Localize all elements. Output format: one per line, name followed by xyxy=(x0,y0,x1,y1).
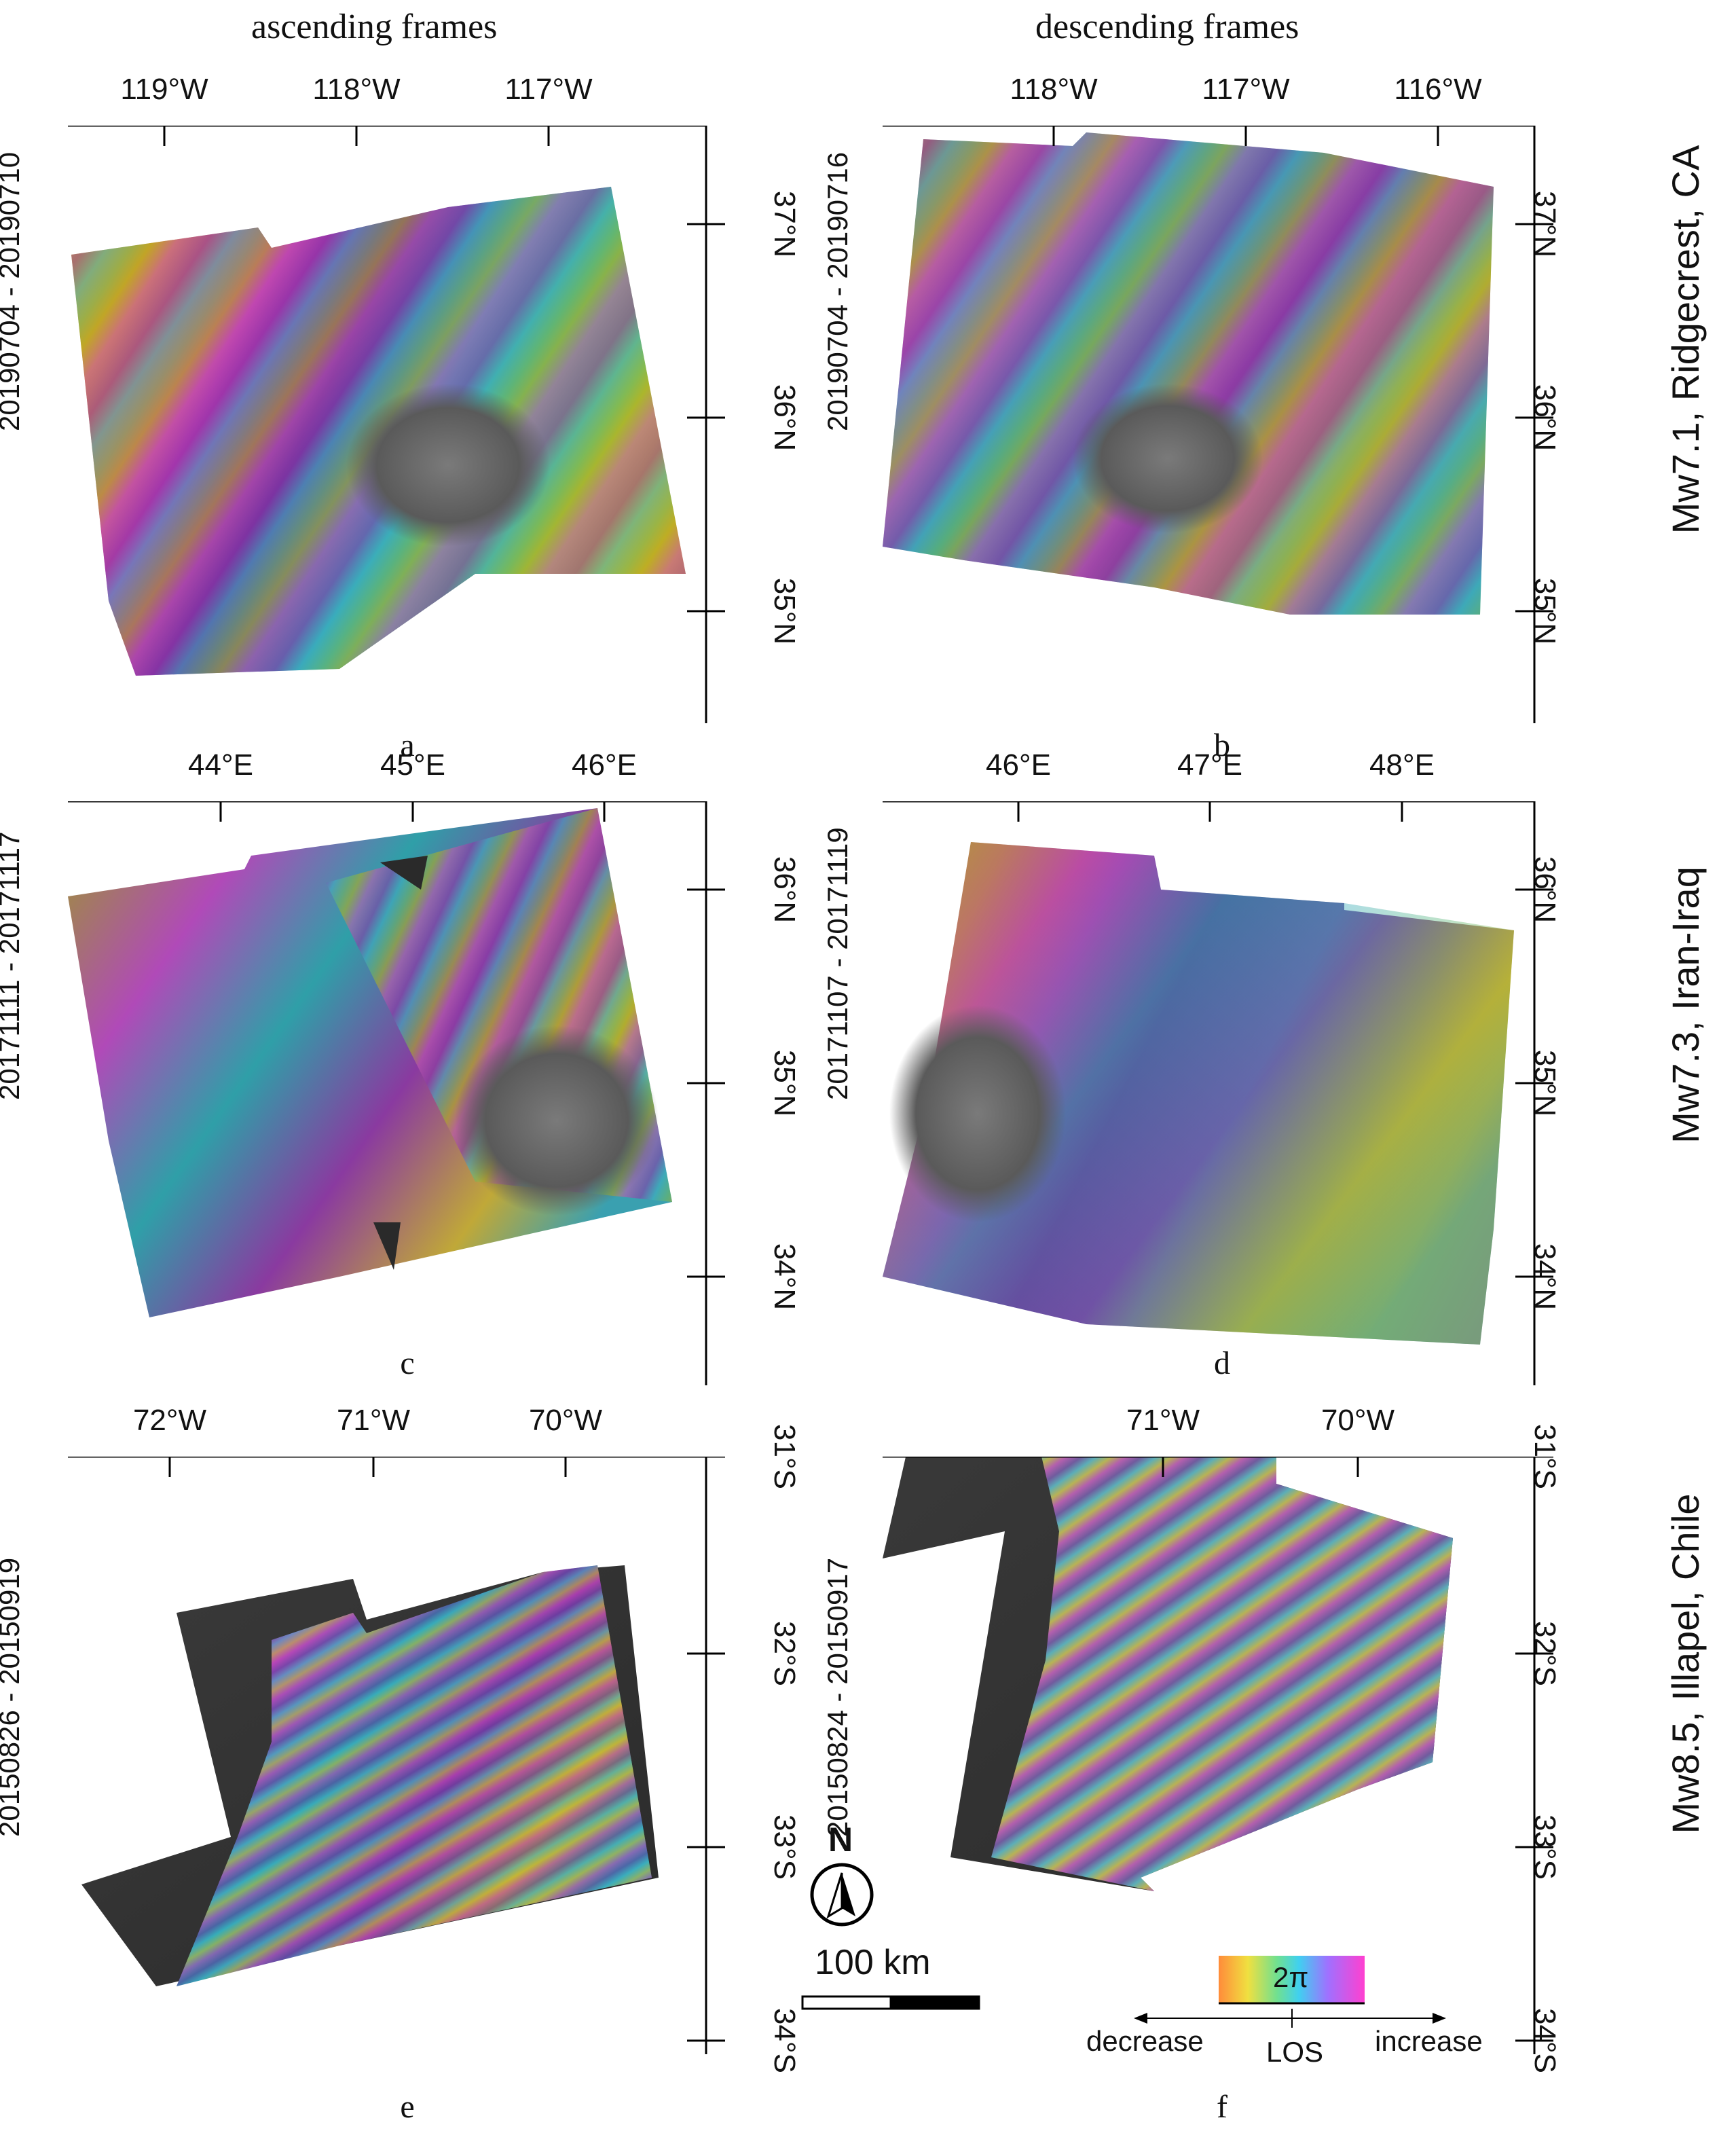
interferogram-d xyxy=(883,842,1514,1345)
lat-label: 37°N xyxy=(1528,190,1562,258)
lon-label: 119°W xyxy=(120,73,208,106)
lon-label: 71°W xyxy=(336,1404,411,1437)
column-title-ascending: ascending frames xyxy=(251,7,498,46)
lon-label: 70°W xyxy=(1321,1404,1395,1437)
panel-letter-e: e xyxy=(400,2089,415,2125)
lat-label: 35°N xyxy=(1528,577,1562,645)
lat-label: 35°N xyxy=(768,1049,801,1117)
interferogram-a xyxy=(71,187,686,676)
map-frame-f xyxy=(883,1457,1553,2054)
panel-letter-b: b xyxy=(1214,727,1230,763)
lon-label: 45°E xyxy=(380,748,445,782)
lat-label: 32°S xyxy=(1528,1621,1562,1686)
panel-b: 118°W 117°W 116°W 37°N 36°N 35°N 2019070… xyxy=(821,73,1562,763)
legend-cycle-label: 2π xyxy=(1273,1961,1309,1993)
date-range-b: 20190704 - 20190716 xyxy=(821,151,853,431)
panel-e: 72°W 71°W 70°W 31°S 32°S 33°S 34°S 20150… xyxy=(0,1404,801,2136)
lat-label: 32°S xyxy=(768,1621,801,1686)
interferogram-c xyxy=(68,808,672,1317)
phase-legend: 2π decrease increase LOS xyxy=(1086,1956,1507,2071)
date-range-f: 20150824 - 20150917 xyxy=(821,1557,853,1837)
panel-letter-c: c xyxy=(400,1345,415,1381)
map-frame-b xyxy=(883,126,1553,723)
scale-bar-label: 100 km xyxy=(815,1943,931,1982)
north-label: N xyxy=(828,1821,853,1859)
map-frame-e xyxy=(68,1457,725,2054)
lat-label: 34°S xyxy=(768,2008,801,2073)
lon-label: 116°W xyxy=(1394,73,1482,106)
interferogram-e xyxy=(81,1565,659,1986)
event-label-illapel: Mw8.5, Illapel, Chile xyxy=(1664,1493,1707,1834)
lon-label: 71°W xyxy=(1126,1404,1200,1437)
column-title-descending: descending frames xyxy=(1035,7,1299,46)
map-frame-d xyxy=(883,801,1553,1385)
lat-label: 36°N xyxy=(768,384,801,452)
phase-colorbar xyxy=(1134,1956,1446,2028)
map-frame-a xyxy=(68,126,725,723)
lon-label: 72°W xyxy=(132,1404,207,1437)
date-range-e: 20150826 - 20150919 xyxy=(0,1557,25,1837)
lon-label: 46°E xyxy=(572,748,637,782)
panel-letter-a: a xyxy=(400,727,415,763)
lat-label: 31°S xyxy=(768,1424,801,1489)
panel-d: 46°E 47°E 48°E 36°N 35°N 34°N 20171107 -… xyxy=(821,748,1562,1399)
panel-letter-d: d xyxy=(1214,1345,1230,1381)
scale-bar-graphic xyxy=(801,1995,980,2010)
lat-label: 37°N xyxy=(768,190,801,258)
lat-label: 33°S xyxy=(768,1814,801,1880)
lat-label: 34°N xyxy=(768,1243,801,1311)
legend-decrease-label: decrease xyxy=(1086,2025,1204,2057)
event-label-ridgecrest: Mw7.1, Ridgecrest, CA xyxy=(1664,145,1707,534)
date-range-a: 20190704 - 20190710 xyxy=(0,151,25,431)
lat-label: 36°N xyxy=(1528,856,1562,924)
north-arrow: N xyxy=(808,1820,883,1942)
lat-label: 36°N xyxy=(1528,384,1562,452)
lat-label: 35°N xyxy=(768,577,801,645)
lat-label: 33°S xyxy=(1528,1814,1562,1880)
lon-label: 117°W xyxy=(504,73,593,106)
lat-label: 36°N xyxy=(768,856,801,924)
panel-a: 119°W 118°W 117°W 37°N 36°N 35°N 2019070… xyxy=(0,73,801,763)
lon-label: 47°E xyxy=(1177,748,1242,782)
panel-letter-f: f xyxy=(1217,2089,1227,2125)
date-range-d: 20171107 - 20171119 xyxy=(821,827,853,1100)
lon-label: 118°W xyxy=(1010,73,1098,106)
lat-label: 31°S xyxy=(1528,1424,1562,1489)
event-label-iran-iraq: Mw7.3, Iran-Iraq xyxy=(1664,867,1707,1144)
scale-bar: 100 km xyxy=(801,1942,984,2017)
lon-label: 118°W xyxy=(312,73,401,106)
legend-los-label: LOS xyxy=(1266,2036,1324,2068)
map-frame-c xyxy=(68,801,725,1385)
panel-c: 44°E 45°E 46°E 36°N 35°N 34°N 20171111 -… xyxy=(0,748,801,1399)
lon-label: 46°E xyxy=(986,748,1051,782)
lat-label: 34°S xyxy=(1528,2008,1562,2073)
lon-label: 70°W xyxy=(528,1404,603,1437)
interferogram-b xyxy=(883,132,1494,615)
interferogram-f xyxy=(883,1457,1453,1891)
north-arrow-icon xyxy=(810,1863,874,1927)
date-range-c: 20171111 - 20171117 xyxy=(0,831,25,1100)
lon-label: 48°E xyxy=(1369,748,1435,782)
lon-label: 117°W xyxy=(1202,73,1290,106)
legend-increase-label: increase xyxy=(1375,2025,1483,2057)
panel-f: 71°W 70°W 31°S 32°S 33°S 34°S 20150824 -… xyxy=(821,1404,1562,2136)
lat-label: 34°N xyxy=(1528,1243,1562,1311)
lat-label: 35°N xyxy=(1528,1049,1562,1117)
lon-label: 44°E xyxy=(188,748,253,782)
